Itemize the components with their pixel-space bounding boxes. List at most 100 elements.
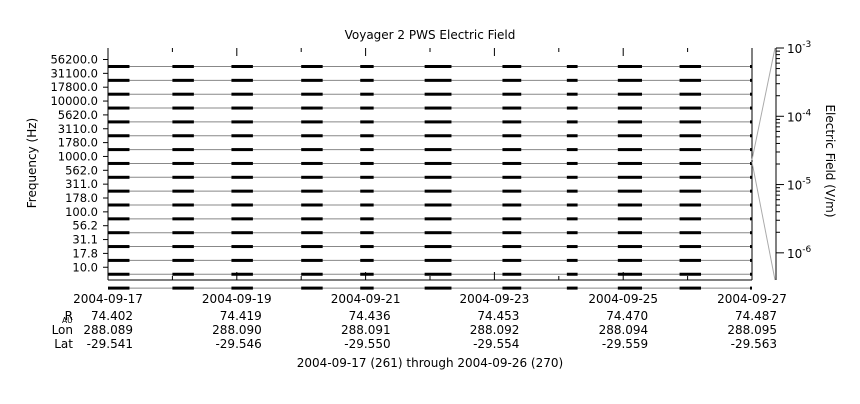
data-segment [502,217,522,221]
data-segment [424,175,452,179]
data-segment [750,134,752,138]
ephemeris-value: 74.402 [91,309,133,323]
data-segment [172,175,194,179]
data-segment [617,231,642,235]
data-segment [172,286,194,290]
colorbar-connector [751,47,776,161]
data-segment [617,78,642,82]
data-segment [172,106,194,110]
data-segment [502,148,522,152]
y-tick-label: 56.2 [72,219,98,233]
y-tick-label: 56200.0 [50,53,98,67]
data-segment [360,78,374,82]
data-segment [424,106,452,110]
data-segment [301,134,323,138]
data-segment [172,134,194,138]
data-segment [566,245,578,249]
data-segment [679,161,702,165]
x-tick-label: 2004-09-21 [331,292,401,306]
ephemeris-row-label: R [65,309,73,323]
data-segment [172,258,194,262]
data-segment [617,272,642,276]
data-segment [502,245,522,249]
data-segment [424,203,452,207]
data-segment [172,272,194,276]
axes: 56200.031100.017800.010000.05620.03110.0… [50,48,787,306]
data-segment [108,134,130,138]
data-segment [502,286,522,290]
data-segment [617,175,642,179]
ephemeris-value: 74.470 [606,309,648,323]
data-segment [108,245,130,249]
data-segment [750,78,752,82]
data-segment [502,175,522,179]
data-segment [360,120,374,124]
data-segment [750,245,752,249]
data-segment [617,65,642,68]
data-segment [108,161,130,165]
data-segment [566,217,578,221]
data-segment [617,106,642,110]
data-segment [750,148,752,152]
data-segment [360,286,374,290]
data-segment [231,92,253,96]
y-tick-label: 1000.0 [58,149,98,163]
data-segment [502,65,522,68]
data-segment [172,203,194,207]
y-tick-label: 10.0 [72,260,98,274]
data-segment [502,78,522,82]
y-axis-label: Frequency (Hz) [25,118,39,209]
data-segment [108,92,130,96]
data-segment [360,203,374,207]
ephemeris-value: -29.541 [87,337,133,351]
data-segment [301,175,323,179]
data-segment [231,78,253,82]
data-segment [231,189,253,193]
data-segment [566,175,578,179]
data-segment [360,245,374,249]
data-segment [360,231,374,235]
ephemeris-value: 288.091 [341,323,391,337]
data-segment [301,92,323,96]
data-segment [617,134,642,138]
data-segment [108,231,130,235]
data-segment [231,161,253,165]
data-segment [566,148,578,152]
data-segment [108,175,130,179]
data-segment [566,65,578,68]
data-segment [301,203,323,207]
data-segment [301,272,323,276]
data-segment [424,217,452,221]
data-segment [617,258,642,262]
data-segment [301,120,323,124]
ephemeris-value: 288.092 [470,323,520,337]
data-segment [750,272,752,276]
y-tick-label: 3110.0 [58,122,98,136]
data-segment [360,189,374,193]
data-segment [108,106,130,110]
data-segment [172,161,194,165]
data-segment [750,217,752,221]
data-segment [360,258,374,262]
data-segment [301,245,323,249]
data-segment [750,65,752,68]
data-segment [172,189,194,193]
data-segment [502,231,522,235]
data-segment [502,258,522,262]
y-tick-label: 31100.0 [50,66,98,80]
ephemeris-value: 288.094 [599,323,649,337]
data-segment [679,92,702,96]
data-segment [360,92,374,96]
data-segment [301,148,323,152]
data-segment [750,286,752,290]
data-segment [231,203,253,207]
x-tick-label: 2004-09-25 [588,292,658,306]
data-segment [750,231,752,235]
data-segment [750,175,752,179]
data-segment [502,272,522,276]
data-segment [108,272,130,276]
data-segment [750,189,752,193]
data-segment [679,217,702,221]
